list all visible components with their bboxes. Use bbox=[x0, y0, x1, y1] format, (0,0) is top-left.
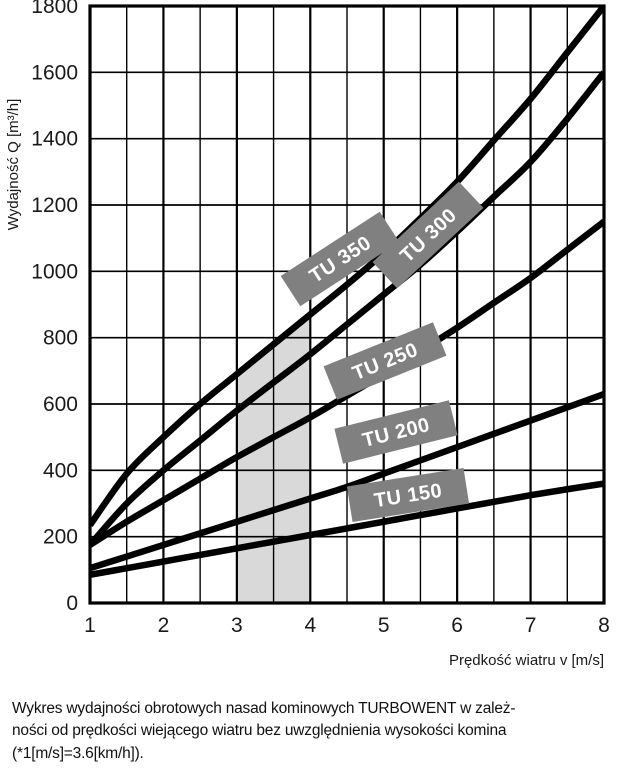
minor-gridlines bbox=[126, 6, 568, 603]
y-axis-title: Wydajność Q [m³/h] bbox=[5, 99, 22, 231]
x-tick-label: 7 bbox=[525, 614, 537, 637]
y-tick-label: 600 bbox=[43, 393, 78, 416]
series-label-tu-250: TU 250 bbox=[323, 322, 447, 400]
plot-border bbox=[88, 4, 606, 605]
x-tick-label: 6 bbox=[451, 614, 463, 637]
x-tick-label: 1 bbox=[84, 614, 96, 637]
y-tick-label: 1000 bbox=[31, 260, 78, 283]
y-tick-label: 1800 bbox=[31, 0, 78, 18]
y-tick-label: 800 bbox=[43, 327, 78, 350]
y-tick-label: 400 bbox=[43, 459, 78, 482]
caption-line-1: Wykres wydajności obrotowych nasad komin… bbox=[12, 700, 516, 717]
chart-caption: Wykres wydajności obrotowych nasad komin… bbox=[12, 698, 612, 765]
x-tick-label: 3 bbox=[231, 614, 243, 637]
y-tick-label: 0 bbox=[66, 592, 78, 615]
x-tick-label: 5 bbox=[378, 614, 390, 637]
axis-titles: Wydajność Q [m³/h] Prędkość wiatru v [m/s… bbox=[5, 99, 604, 669]
y-tick-label: 1200 bbox=[31, 194, 78, 217]
caption-line-2: ności od prędkości wiejącego wiatru bez … bbox=[12, 722, 507, 740]
series-label-tu-150: TU 150 bbox=[346, 467, 470, 523]
y-tick-label: 200 bbox=[43, 526, 78, 549]
chart-area: 0 200 400 600 800 1000 1200 1400 1600 1800 1 2 3 4 5 6… bbox=[5, 0, 610, 669]
x-tick-label: 8 bbox=[598, 614, 610, 637]
caption-line-3: (*1[m/s]=3.6[km/h]). bbox=[12, 744, 144, 762]
y-tick-label: 1600 bbox=[31, 61, 78, 84]
x-axis-title: Prędkość wiatru v [m/s] bbox=[449, 652, 604, 669]
performance-line-chart: 0 200 400 600 800 1000 1200 1400 1600 1800 1 2 3 4 5 6… bbox=[5, 0, 610, 669]
y-tick-label: 1400 bbox=[31, 128, 78, 151]
x-tick-label: 2 bbox=[158, 614, 170, 637]
x-tick-label: 4 bbox=[304, 614, 316, 637]
y-axis-tick-labels: 0 200 400 600 800 1000 1200 1400 1600 1800 bbox=[31, 0, 78, 615]
x-axis-tick-labels: 1 2 3 4 5 6 7 8 bbox=[84, 614, 610, 637]
